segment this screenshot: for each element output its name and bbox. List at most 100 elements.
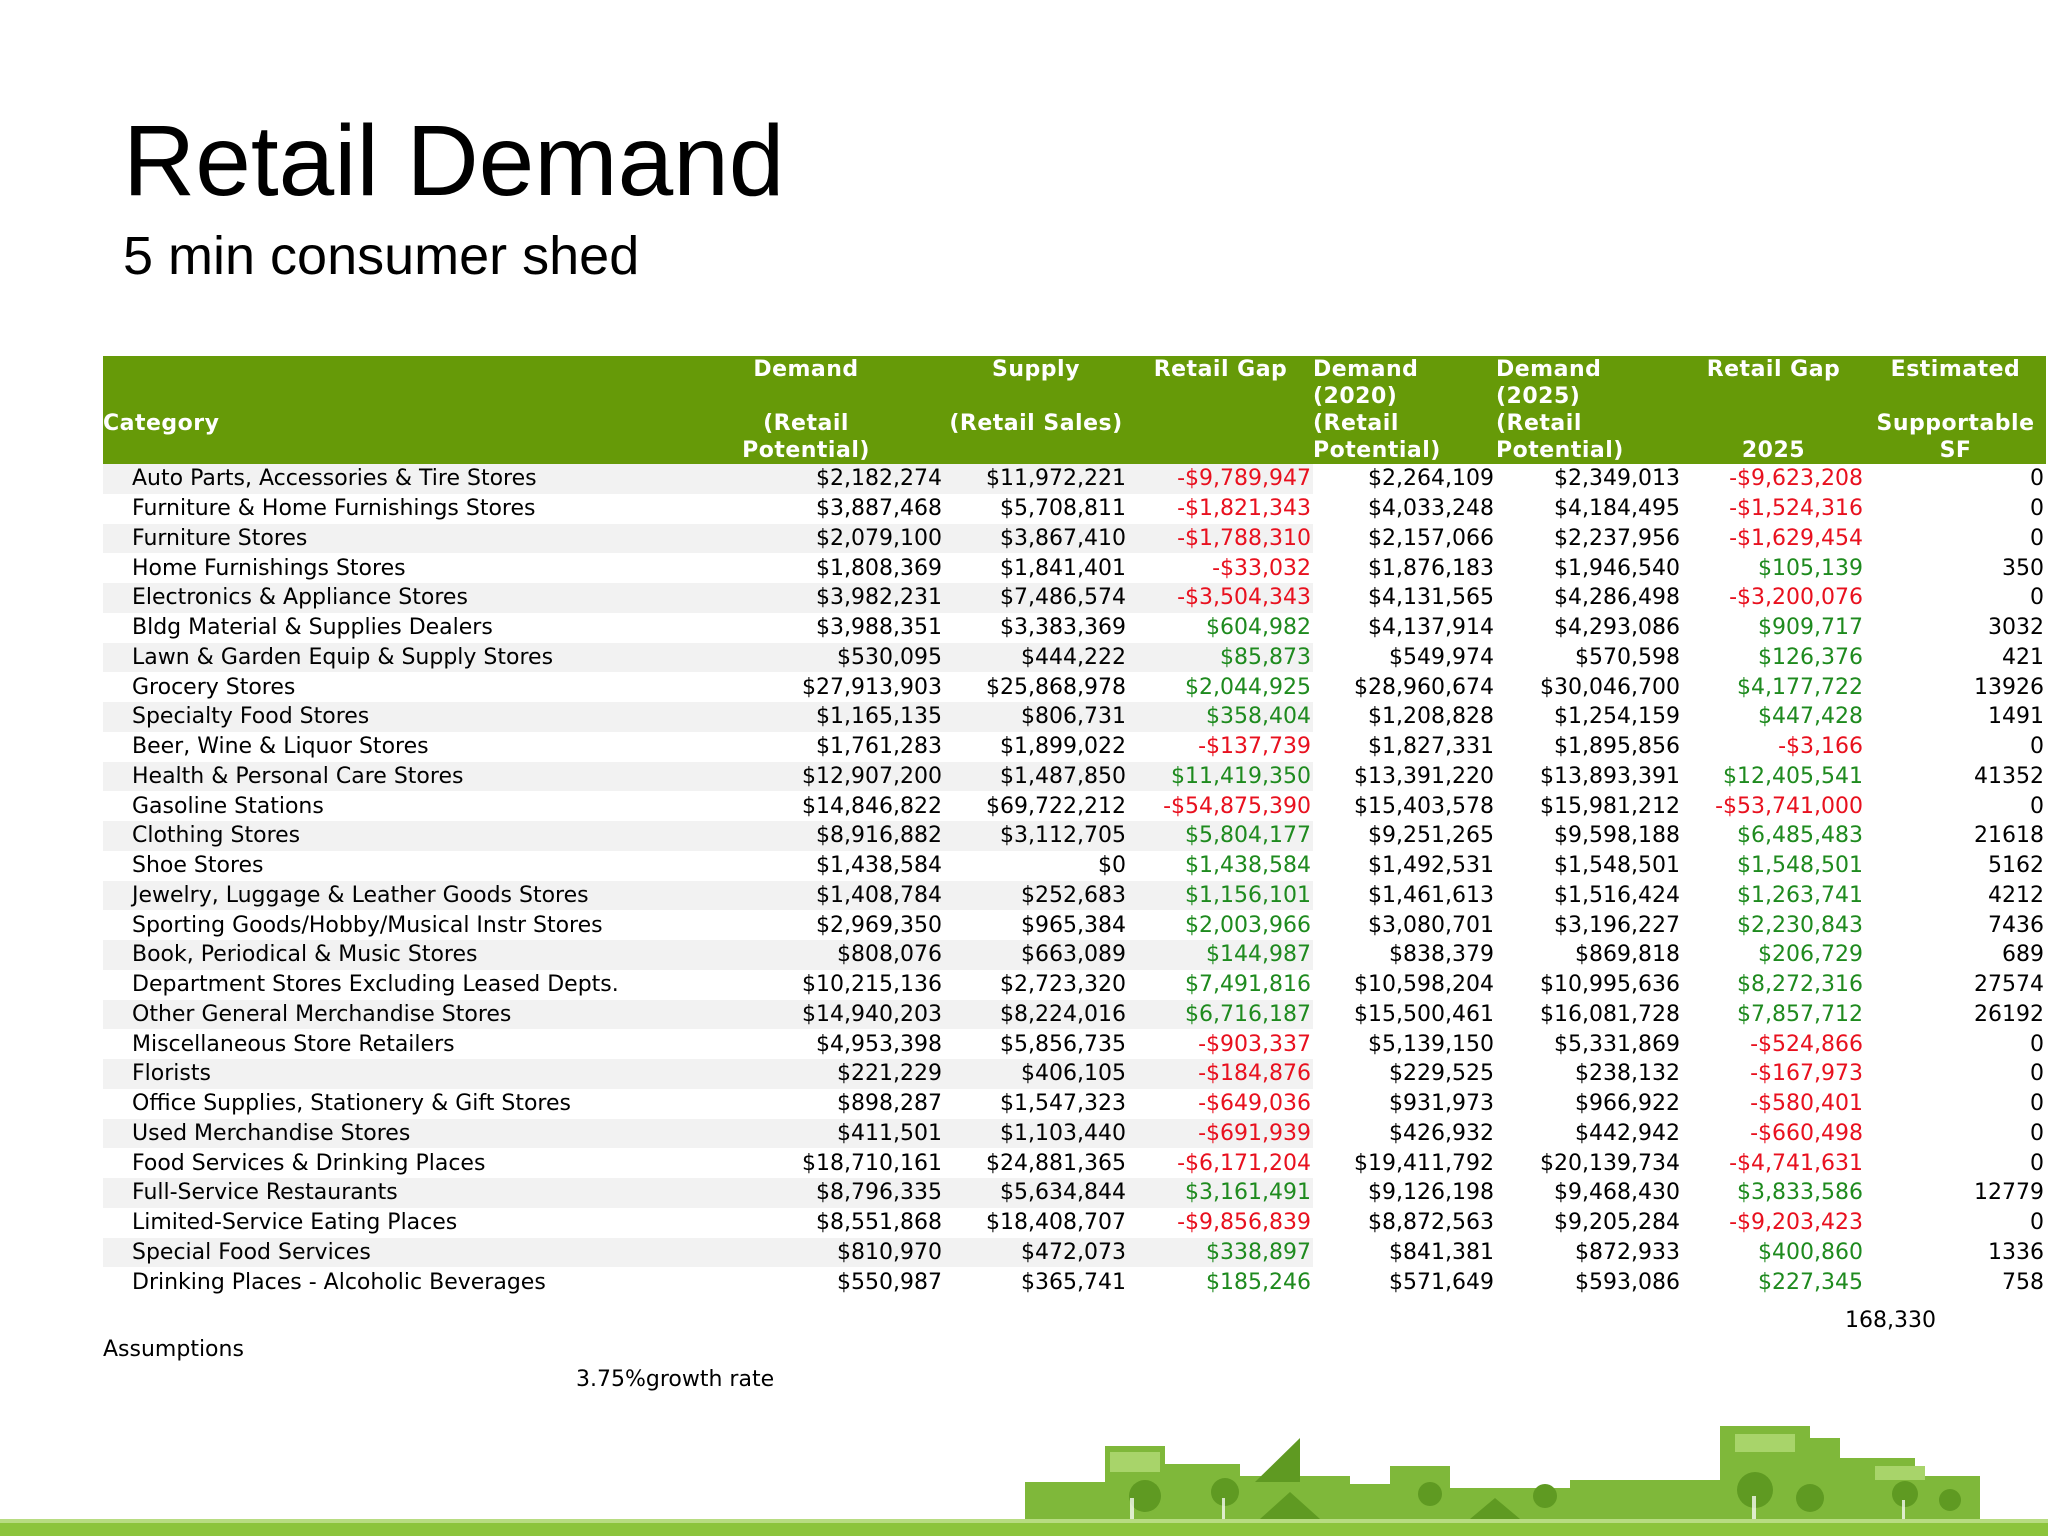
table-body: Auto Parts, Accessories & Tire Stores $2,… [103, 464, 2046, 1297]
supply-cell: $8,224,016 [944, 999, 1128, 1030]
retail-gap-cell: -$649,036 [1198, 1091, 1311, 1117]
demand-2020-cell: $2,157,066 [1368, 525, 1494, 551]
header-line [1682, 383, 1865, 410]
supply-cell: $365,741 [1021, 1269, 1126, 1295]
retail-gap-2025-cell: -$4,741,631 [1729, 1150, 1863, 1176]
retail-gap-2025-cell: $206,729 [1758, 942, 1863, 968]
header-line: SF [1939, 438, 1972, 463]
retail-gap-2025-cell: $12,405,541 [1723, 763, 1863, 789]
retail-gap-2025-cell: -$9,623,208 [1729, 466, 1863, 492]
demand-cell: $8,551,868 [816, 1210, 942, 1236]
header-line: 2025 [1741, 438, 1806, 463]
demand-2025-cell: $238,132 [1575, 1061, 1680, 1087]
table-row: Shoe Stores $1,438,584 $0 $1,438,584 $1,492,… [103, 851, 2046, 881]
table-row: Bldg Material & Supplies Dealers $3,988,3… [103, 613, 2046, 643]
demand-2025-cell: $4,184,495 [1554, 496, 1680, 522]
supply-cell: $806,731 [944, 702, 1128, 732]
retail-gap-cell: $144,987 [1128, 940, 1313, 970]
table-row: Drinking Places - Alcoholic Beverages $55… [103, 1267, 2046, 1297]
header-supportable-sf: Estimated Supportable SF [1865, 356, 2046, 464]
header-line: (Retail Sales) [949, 411, 1123, 436]
header-line: (2025) [1496, 384, 1581, 409]
table-row: Special Food Services $810,970 $472,073 $33… [103, 1237, 2046, 1268]
header-line [103, 437, 668, 464]
table-row: Miscellaneous Store Retailers $4,953,398 $… [103, 1029, 2046, 1059]
slide-subtitle: 5 min consumer shed [123, 226, 640, 286]
table-row: Limited-Service Eating Places $8,551,868 $… [103, 1208, 2046, 1238]
category-cell: Sporting Goods/Hobby/Musical Instr Store… [132, 912, 603, 938]
demand-2025-cell: $16,081,728 [1540, 1001, 1680, 1027]
table-row: Book, Periodical & Music Stores $808,076 $… [103, 940, 2046, 970]
supply-cell: $1,547,323 [1000, 1091, 1126, 1117]
table-row: Florists $221,229 $406,105 -$184,876 $229,52… [103, 1059, 2046, 1089]
retail-gap-2025-cell: -$3,166 [1778, 734, 1863, 760]
category-cell: Other General Merchandise Stores [103, 999, 668, 1030]
supportable-sf-cell: 0 [2030, 1061, 2044, 1087]
demand-2020-cell: $9,126,198 [1368, 1180, 1494, 1206]
retail-gap-cell: -$1,788,310 [1128, 523, 1313, 554]
header-line: (Retail [1496, 411, 1582, 436]
category-cell: Full-Service Restaurants [103, 1178, 668, 1208]
demand-2025-cell: $4,293,086 [1554, 615, 1680, 641]
table-row: Sporting Goods/Hobby/Musical Instr Store… [103, 910, 2046, 940]
supportable-sf-cell: 0 [2030, 1031, 2044, 1057]
supply-cell: $1,899,022 [1000, 734, 1126, 760]
demand-2025-cell: $872,933 [1575, 1239, 1680, 1265]
supply-cell: $24,881,365 [986, 1150, 1126, 1176]
retail-gap-cell: -$137,739 [1198, 734, 1311, 760]
demand-cell: $3,887,468 [816, 496, 942, 522]
supply-cell: $252,683 [944, 880, 1128, 911]
retail-gap-2025-cell: -$1,524,316 [1729, 496, 1863, 522]
supportable-sf-cell: 12779 [1974, 1180, 2044, 1206]
table-header-row: Category Demand (Retail Potential) Supply(… [103, 356, 2046, 464]
demand-2020-cell: $1,492,531 [1368, 853, 1494, 879]
demand-2020-cell: $15,500,461 [1354, 1001, 1494, 1027]
demand-2025-cell: $2,237,956 [1554, 525, 1680, 551]
supply-cell: $406,105 [944, 1059, 1128, 1089]
table-row: Furniture Stores $2,079,100 $3,867,410 -$1,… [103, 523, 2046, 554]
demand-cell: $3,988,351 [816, 615, 942, 641]
supply-cell: $1,487,850 [944, 761, 1128, 792]
header-line: Retail Gap [1706, 357, 1841, 382]
category-cell: Grocery Stores [132, 674, 296, 700]
table-row: Used Merchandise Stores $411,501 $1,103,44… [103, 1118, 2046, 1149]
supportable-sf-cell: 0 [2030, 525, 2044, 551]
supportable-sf-cell: 3032 [1988, 615, 2044, 641]
supportable-sf-cell: 0 [2030, 1150, 2044, 1176]
retail-gap-cell: -$3,504,343 [1128, 583, 1313, 613]
category-cell: Department Stores Excluding Leased Depts… [132, 972, 619, 998]
header-line: Demand [753, 357, 859, 382]
demand-2020-cell: $2,264,109 [1368, 466, 1494, 492]
supportable-sf-cell: 689 [2002, 942, 2044, 968]
category-cell: Gasoline Stations [132, 793, 324, 819]
demand-cell: $1,438,584 [816, 853, 942, 879]
demand-cell: $14,940,203 [668, 999, 944, 1030]
header-line [103, 356, 668, 383]
demand-2020-cell: $9,251,265 [1368, 823, 1494, 849]
category-cell: Beer, Wine & Liquor Stores [132, 734, 429, 760]
table-row: Gasoline Stations $14,846,822 $69,722,212 -… [103, 791, 2046, 821]
retail-gap-cell: -$903,337 [1198, 1031, 1311, 1057]
category-cell: Electronics & Appliance Stores [103, 583, 668, 613]
category-cell: Office Supplies, Stationery & Gift Store… [132, 1091, 571, 1117]
demand-2020-cell: $4,131,565 [1368, 585, 1494, 611]
supportable-sf-cell: 1491 [1988, 704, 2044, 730]
demand-cell: $2,969,350 [816, 912, 942, 938]
demand-2020-cell: $5,139,150 [1368, 1031, 1494, 1057]
demand-2025-cell: $9,468,430 [1554, 1180, 1680, 1206]
supportable-sf-cell: 0 [2030, 496, 2044, 522]
supply-cell: $2,723,320 [1000, 972, 1126, 998]
demand-cell: $221,229 [668, 1059, 944, 1089]
demand-2020-cell: $8,872,563 [1368, 1210, 1494, 1236]
retail-gap-2025-cell: -$660,498 [1750, 1120, 1863, 1146]
supply-cell: $965,384 [1021, 912, 1126, 938]
supportable-sf-cell: 27574 [1974, 972, 2044, 998]
demand-2025-cell: $570,598 [1575, 644, 1680, 670]
supportable-sf-cell: 0 [2030, 1120, 2044, 1146]
table-row: Electronics & Appliance Stores $3,982,231… [103, 583, 2046, 613]
table-row: Auto Parts, Accessories & Tire Stores $2,… [103, 464, 2046, 494]
header-line: Demand [1496, 357, 1602, 382]
demand-cell: $8,916,882 [668, 821, 944, 851]
retail-gap-2025-cell: $2,230,843 [1737, 912, 1863, 938]
supply-cell: $69,722,212 [986, 793, 1126, 819]
